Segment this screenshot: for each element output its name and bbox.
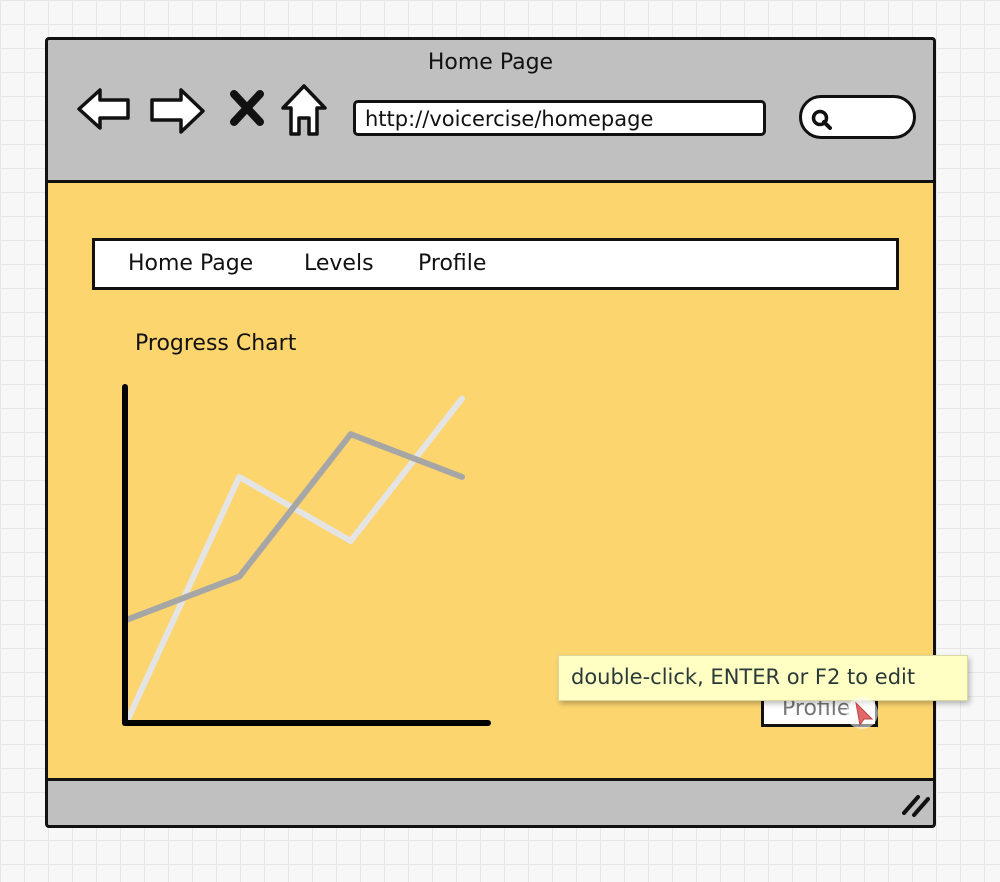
- close-icon[interactable]: [230, 90, 264, 130]
- menu-item-profile[interactable]: Profile: [418, 251, 487, 276]
- back-arrow-icon[interactable]: [76, 86, 132, 136]
- forward-arrow-icon[interactable]: [149, 86, 207, 140]
- cursor-icon: [844, 695, 880, 735]
- menu-item-levels[interactable]: Levels: [304, 251, 374, 276]
- url-input[interactable]: http://voicercise/homepage: [353, 100, 766, 136]
- menu-bar: Home Page Levels Profile: [92, 238, 899, 290]
- home-icon[interactable]: [280, 82, 328, 142]
- edit-tooltip: double-click, ENTER or F2 to edit: [558, 655, 968, 701]
- search-input[interactable]: [799, 95, 916, 139]
- chart-series-line-2: [125, 431, 465, 623]
- search-icon: [811, 109, 832, 130]
- toolbar-divider: [48, 180, 933, 183]
- browser-window: Home Page http://voicercise/homepage Hom…: [45, 37, 936, 828]
- window-title: Home Page: [427, 50, 554, 75]
- progress-chart: [122, 384, 491, 726]
- menu-item-home-page[interactable]: Home Page: [128, 251, 254, 276]
- chart-title: Progress Chart: [135, 331, 297, 356]
- resize-grip-icon[interactable]: [900, 791, 930, 821]
- footer-divider: [48, 778, 933, 781]
- chart-series-line-1: [125, 395, 465, 722]
